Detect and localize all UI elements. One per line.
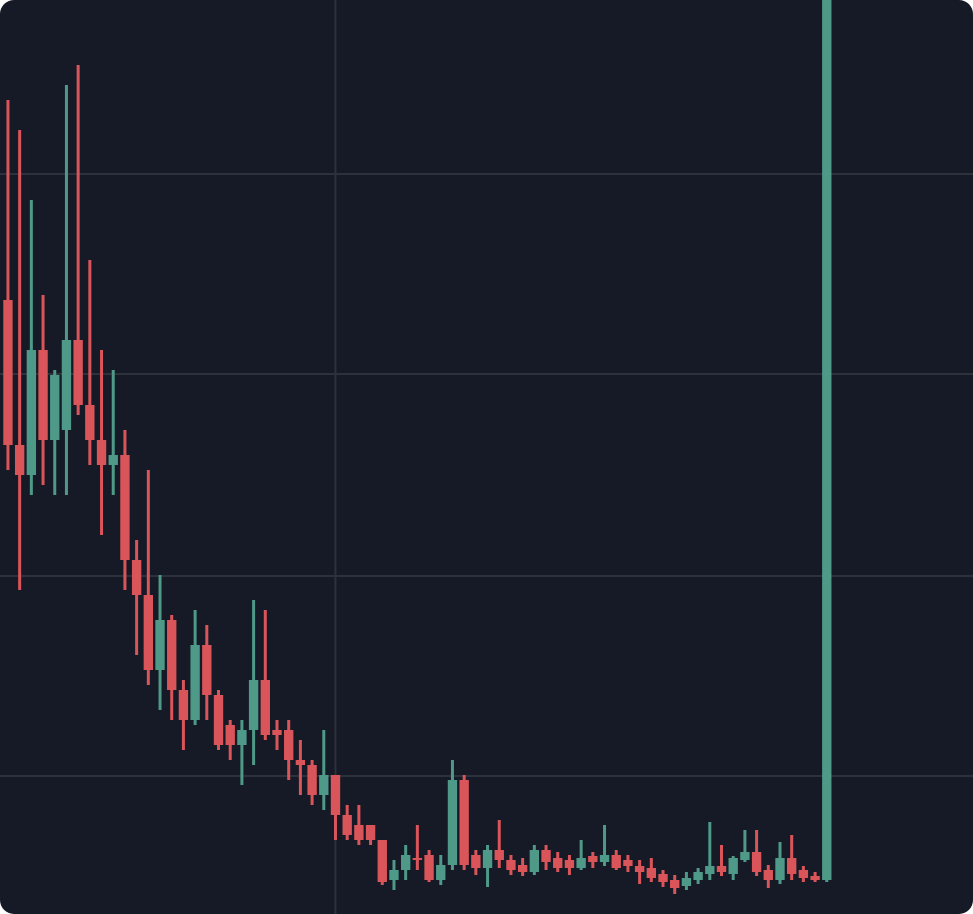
candle-body — [400, 855, 411, 870]
candle-body — [658, 874, 668, 882]
candle-body — [307, 765, 317, 795]
candle-body — [354, 825, 364, 840]
candle-body — [202, 645, 212, 695]
candle-body — [377, 840, 387, 882]
candle-body — [108, 455, 118, 465]
candle-body — [670, 880, 680, 888]
candle-body — [330, 775, 341, 815]
candle-body — [424, 855, 434, 880]
candle-body — [50, 375, 60, 440]
candle-body — [705, 866, 715, 874]
candle-body — [740, 852, 750, 860]
candle-body — [155, 620, 165, 670]
candle-body — [716, 866, 727, 872]
candle-body — [787, 858, 797, 874]
candle-body — [319, 775, 329, 795]
candle-body — [775, 858, 785, 880]
candle-body — [553, 858, 563, 868]
candle-body — [237, 730, 247, 745]
candle-body — [26, 350, 37, 475]
candle-body — [623, 860, 633, 866]
candle-body — [3, 300, 13, 445]
candle-body — [494, 850, 504, 860]
candle-body — [436, 865, 446, 880]
candle-body — [529, 850, 540, 872]
candle-body — [412, 858, 423, 860]
candle-body — [389, 870, 399, 880]
candle-body — [599, 855, 610, 862]
candle-body — [447, 780, 458, 865]
candle-body — [284, 730, 294, 760]
candle-body — [798, 870, 809, 878]
candle-body — [564, 860, 575, 868]
candle-body — [260, 680, 270, 735]
candle-body — [506, 860, 516, 870]
candle-body — [541, 850, 551, 862]
candle-body — [646, 868, 656, 878]
candle-body — [85, 405, 95, 440]
candle-body — [120, 455, 130, 560]
candle-body — [517, 865, 528, 872]
candle-body — [178, 690, 189, 720]
candle-body — [225, 725, 235, 745]
candle-body — [471, 855, 481, 868]
candle-body — [728, 858, 738, 874]
candle-body — [681, 878, 692, 886]
candle-body — [365, 825, 376, 840]
candle-body — [96, 440, 107, 465]
candle-body — [611, 855, 621, 868]
candle-body — [763, 870, 773, 880]
candle-body — [482, 850, 493, 868]
candle-body — [167, 620, 177, 690]
candle-body — [693, 872, 703, 880]
candle-body — [751, 852, 762, 872]
candle-body — [459, 780, 469, 865]
candle-body — [576, 858, 586, 868]
candle-body — [248, 680, 259, 730]
candle-body — [634, 866, 645, 872]
candle-body — [342, 815, 352, 835]
candle-body — [822, 0, 832, 880]
candle-body — [213, 695, 224, 745]
candle-body — [38, 350, 48, 440]
candle-body — [131, 560, 142, 595]
candle-body — [295, 760, 306, 765]
candle-body — [810, 876, 820, 880]
candle-body — [190, 645, 200, 720]
candle-body — [73, 340, 83, 405]
candle-body — [61, 340, 72, 430]
candle-body — [588, 856, 598, 862]
candle-body — [14, 445, 25, 475]
candle-body — [272, 730, 282, 735]
candle-body — [143, 595, 154, 670]
